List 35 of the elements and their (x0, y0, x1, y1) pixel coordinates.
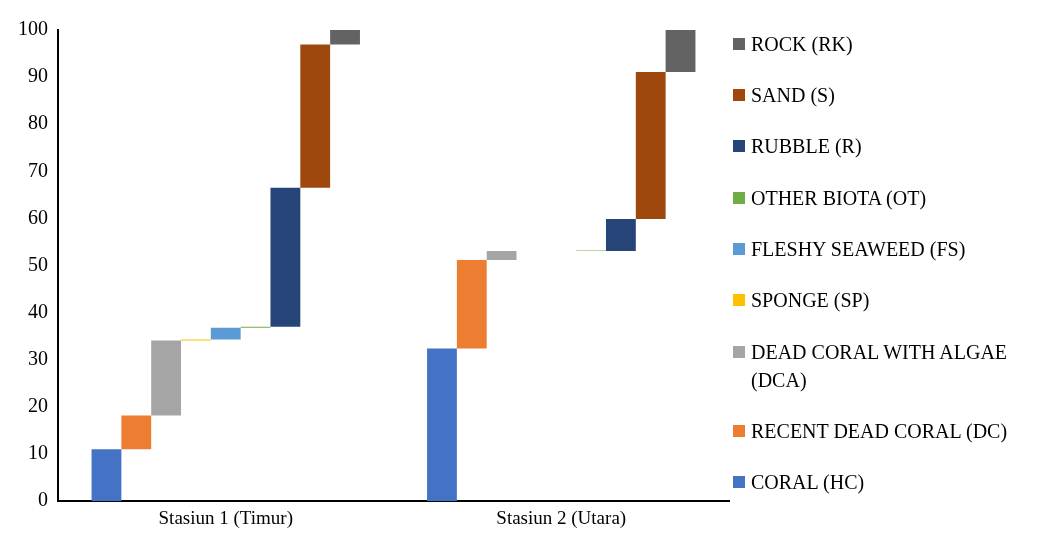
legend-label: SAND (S) (751, 83, 835, 109)
bar (605, 218, 636, 251)
bar (486, 250, 517, 260)
bar (91, 449, 122, 502)
y-tick-label: 100 (18, 17, 48, 40)
y-tick-label: 20 (28, 394, 48, 417)
legend-label: CORAL (HC) (751, 470, 865, 496)
y-tick-label: 30 (28, 347, 48, 370)
y-tick-label: 90 (28, 64, 48, 87)
y-tick-label: 0 (38, 488, 48, 511)
x-tick-label: Stasiun 1 (Timur) (158, 506, 293, 529)
legend-label: DEAD CORAL WITH ALGAE (DCA) (751, 339, 1008, 394)
bar (121, 415, 152, 450)
legend-label: RECENT DEAD CORAL (DC) (751, 418, 1008, 445)
legend-label: FLESHY SEAWEED (FS) (751, 236, 966, 263)
y-tick-label: 60 (28, 205, 48, 228)
x-tick-label: Stasiun 2 (Utara) (496, 506, 627, 529)
bar (427, 348, 457, 502)
bar (456, 259, 487, 349)
y-tick-label: 10 (28, 441, 48, 464)
y-tick-label: 50 (28, 252, 48, 275)
bar (151, 340, 182, 416)
bar (665, 30, 696, 72)
legend-label: RUBBLE (R) (751, 134, 862, 160)
bar (330, 30, 360, 45)
legend-label: SPONGE (SP) (751, 288, 870, 314)
bar (635, 71, 666, 219)
bar (300, 44, 331, 188)
y-tick-label: 40 (28, 299, 48, 322)
bar (270, 187, 301, 327)
legend-label: OTHER BIOTA (OT) (751, 185, 927, 212)
legend-label: ROCK (RK) (751, 31, 853, 58)
bar (210, 327, 241, 340)
y-tick-label: 70 (28, 158, 48, 181)
y-tick-label: 80 (28, 111, 48, 134)
